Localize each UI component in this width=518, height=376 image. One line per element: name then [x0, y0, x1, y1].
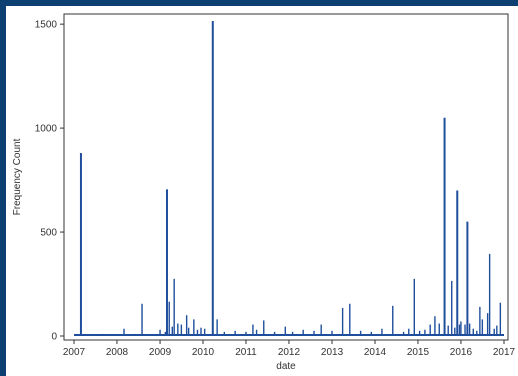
x-tick-label: 2014 [364, 347, 387, 358]
y-tick-label: 1500 [35, 20, 58, 31]
x-axis: 2007 2008 2009 2010 2011 2012 2013 2014 2015 2016… [63, 340, 516, 358]
x-tick-label: 2010 [192, 347, 215, 358]
y-axis-title: Frequency Count [12, 138, 23, 215]
x-tick-label: 2012 [278, 347, 301, 358]
plot-frame [63, 13, 509, 341]
x-tick-label: 2008 [106, 347, 129, 358]
x-tick-label: 2011 [235, 347, 257, 358]
x-tick-label: 2009 [149, 347, 172, 358]
x-tick-label: 2017 [493, 347, 516, 358]
x-tick-label: 2016 [450, 347, 473, 358]
x-tick-label: 2007 [63, 347, 86, 358]
y-tick-label: 1000 [35, 124, 58, 135]
x-tick-label: 2015 [407, 347, 430, 358]
y-axis: 0 500 1000 1500 [35, 20, 64, 343]
y-tick-label: 0 [51, 332, 57, 343]
bar-series [74, 21, 504, 336]
frequency-chart: 0 500 1000 1500 2007 2008 2009 2010 2011 2012 201… [12, 13, 516, 372]
y-tick-label: 500 [40, 228, 57, 239]
x-tick-label: 2013 [321, 347, 344, 358]
x-axis-title: date [276, 361, 296, 372]
chart-panel: 0 500 1000 1500 2007 2008 2009 2010 2011 2012 201… [6, 6, 518, 376]
